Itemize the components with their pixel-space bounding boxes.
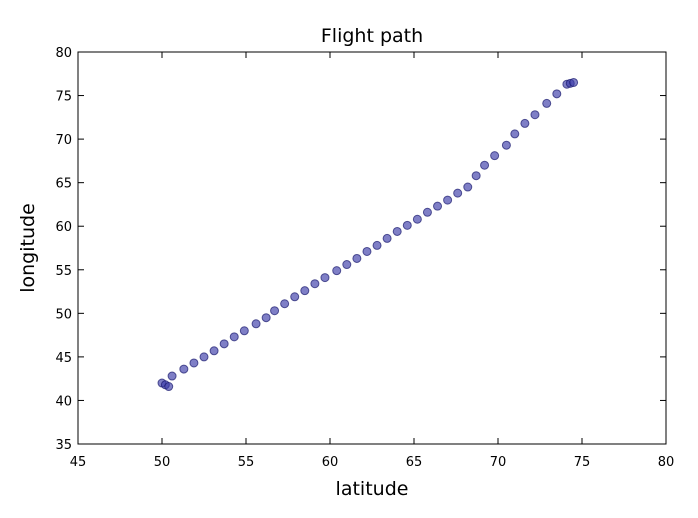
data-point [569, 77, 579, 87]
x-tick-label: 70 [490, 455, 507, 470]
data-point [280, 299, 290, 309]
x-tick-label: 75 [574, 455, 591, 470]
y-tick-label: 60 [55, 220, 72, 235]
x-axis-label: latitude [336, 478, 409, 500]
data-point [261, 313, 271, 323]
data-point [179, 364, 189, 374]
y-axis-ticks: 35 40 45 50 55 60 65 70 75 80 [55, 46, 666, 453]
data-point [392, 226, 402, 236]
data-point [199, 352, 209, 362]
y-tick-label: 55 [55, 264, 72, 279]
data-point [300, 286, 310, 296]
data-point [229, 332, 239, 342]
x-tick-label: 80 [658, 455, 675, 470]
x-tick-label: 60 [322, 455, 339, 470]
data-point [463, 182, 473, 192]
data-point [332, 266, 342, 276]
data-point [501, 140, 511, 150]
y-tick-label: 45 [55, 351, 72, 366]
data-point [422, 207, 432, 217]
y-tick-label: 80 [55, 46, 72, 61]
data-point [412, 214, 422, 224]
data-point [530, 110, 540, 120]
data-point [542, 98, 552, 108]
data-point [251, 319, 261, 329]
data-point [352, 253, 362, 263]
x-tick-label: 55 [238, 455, 255, 470]
data-point [164, 382, 174, 392]
data-point [552, 89, 562, 99]
data-point [189, 358, 199, 368]
y-tick-label: 65 [55, 177, 72, 192]
y-tick-label: 50 [55, 307, 72, 322]
data-point [443, 195, 453, 205]
data-point [480, 160, 490, 170]
data-point [520, 118, 530, 128]
x-tick-label: 45 [70, 455, 87, 470]
data-point [471, 171, 481, 181]
data-point [372, 240, 382, 250]
x-axis-ticks: 45 50 55 60 65 70 75 80 [70, 52, 675, 470]
data-point [342, 260, 352, 270]
data-point [310, 279, 320, 289]
plot-area [77, 51, 667, 445]
data-point [209, 346, 219, 356]
chart-title: Flight path [321, 25, 423, 47]
data-point [362, 246, 372, 256]
x-tick-label: 65 [406, 455, 423, 470]
data-point [167, 371, 177, 381]
y-tick-label: 40 [55, 394, 72, 409]
data-point [290, 292, 300, 302]
data-point [219, 339, 229, 349]
data-point [239, 326, 249, 336]
data-points [157, 77, 579, 392]
data-point [490, 151, 500, 161]
data-point [433, 201, 443, 211]
x-tick-label: 50 [154, 455, 171, 470]
y-tick-label: 35 [55, 438, 72, 453]
data-point [453, 188, 463, 198]
y-tick-label: 70 [55, 133, 72, 148]
data-point [402, 220, 412, 230]
data-point [510, 129, 520, 139]
y-tick-label: 75 [55, 90, 72, 105]
data-point [382, 233, 392, 243]
y-axis-label: longitude [17, 203, 39, 293]
data-point [320, 273, 330, 283]
data-point [270, 306, 280, 316]
